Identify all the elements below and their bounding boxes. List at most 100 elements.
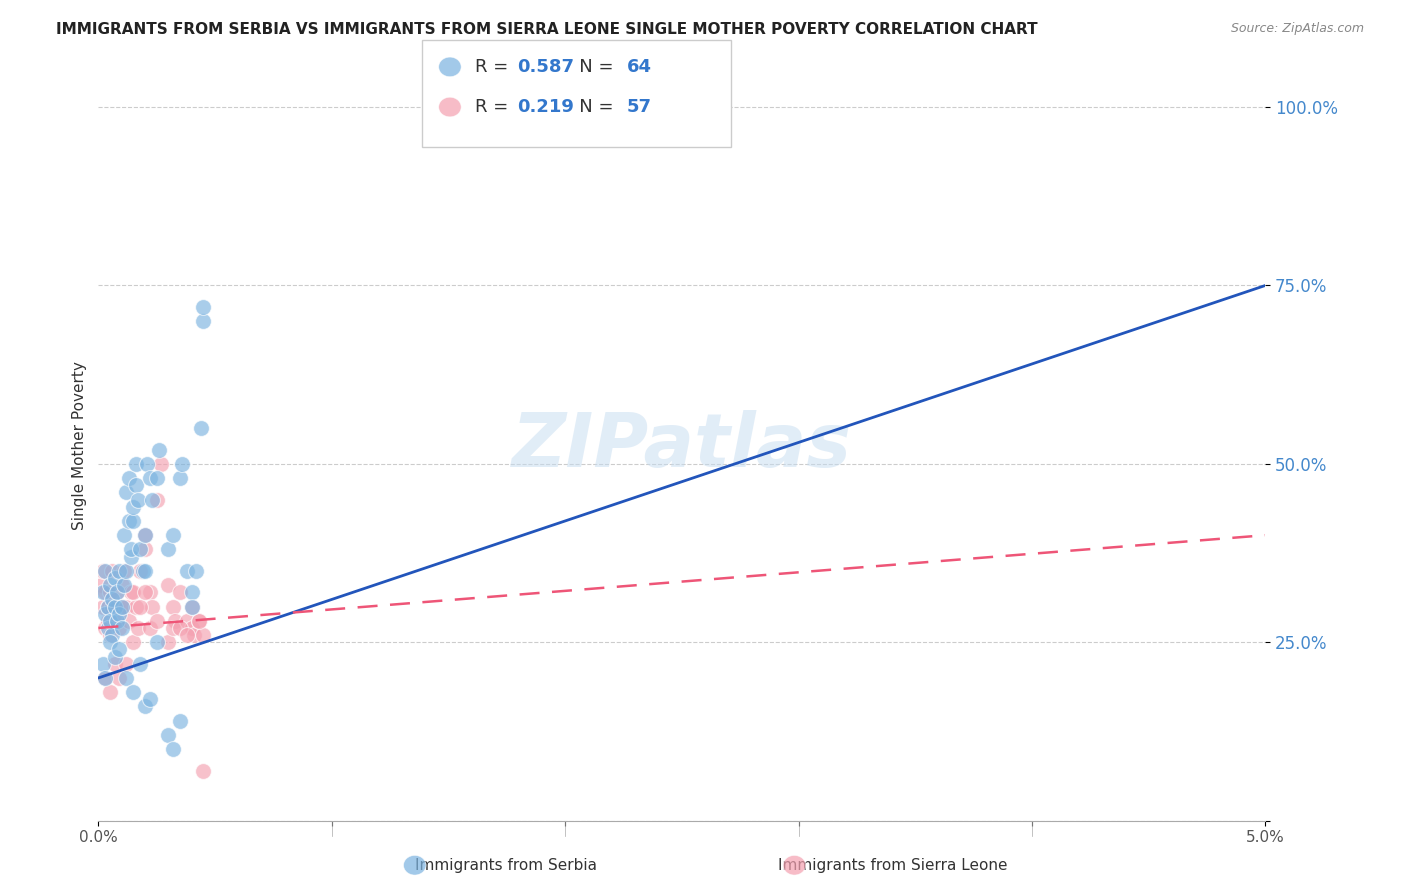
Point: [129, 564, 152, 578]
Point: [112, 578, 135, 592]
Point: [127, 492, 149, 507]
Point: [134, 528, 156, 542]
Point: [101, 564, 124, 578]
Point: [187, 614, 209, 628]
Point: [134, 699, 156, 714]
Point: [108, 564, 131, 578]
Point: [139, 585, 162, 599]
Point: [193, 314, 215, 328]
Point: [125, 457, 148, 471]
Point: [146, 492, 169, 507]
Point: [162, 742, 184, 756]
Point: [180, 599, 202, 614]
Point: [122, 635, 145, 649]
Point: [169, 714, 191, 728]
Point: [162, 528, 184, 542]
Point: [146, 614, 169, 628]
Point: [125, 599, 148, 614]
Point: [98, 578, 121, 592]
Point: [108, 642, 131, 657]
Point: [98, 635, 121, 649]
Point: [105, 585, 128, 599]
Point: [112, 564, 135, 578]
Point: [132, 564, 155, 578]
Point: [157, 578, 180, 592]
Point: [180, 621, 202, 635]
Point: [101, 628, 124, 642]
Point: [134, 564, 156, 578]
Point: [94, 671, 117, 685]
Point: [176, 614, 198, 628]
Point: [98, 685, 121, 699]
Point: [165, 614, 187, 628]
Point: [98, 628, 121, 642]
Point: [172, 457, 194, 471]
Point: [111, 599, 134, 614]
Point: [176, 564, 198, 578]
Text: 64: 64: [627, 58, 652, 76]
Point: [118, 514, 141, 528]
Text: N =: N =: [562, 58, 620, 76]
Point: [91, 599, 114, 614]
Point: [105, 614, 128, 628]
Text: N =: N =: [562, 98, 620, 116]
Point: [193, 300, 215, 314]
Point: [180, 585, 202, 599]
Point: [94, 607, 117, 621]
Point: [104, 657, 127, 671]
Point: [122, 585, 145, 599]
Point: [183, 628, 205, 642]
Point: [162, 621, 184, 635]
Text: Source: ZipAtlas.com: Source: ZipAtlas.com: [1230, 22, 1364, 36]
Point: [91, 657, 114, 671]
Point: [193, 764, 215, 778]
Point: [94, 671, 117, 685]
Point: [97, 621, 120, 635]
Text: IMMIGRANTS FROM SERBIA VS IMMIGRANTS FROM SIERRA LEONE SINGLE MOTHER POVERTY COR: IMMIGRANTS FROM SERBIA VS IMMIGRANTS FRO…: [56, 22, 1038, 37]
Point: [125, 478, 148, 492]
Point: [157, 542, 180, 557]
Point: [122, 514, 145, 528]
Point: [104, 614, 127, 628]
Point: [157, 728, 180, 742]
Text: Immigrants from Serbia: Immigrants from Serbia: [415, 858, 598, 872]
Point: [111, 578, 134, 592]
Y-axis label: Single Mother Poverty: Single Mother Poverty: [72, 361, 87, 531]
Point: [134, 542, 156, 557]
Point: [108, 671, 131, 685]
Point: [118, 614, 141, 628]
Point: [193, 628, 215, 642]
Point: [112, 528, 135, 542]
Point: [104, 599, 127, 614]
Point: [115, 564, 138, 578]
Point: [190, 421, 212, 435]
Point: [115, 485, 138, 500]
Point: [97, 599, 120, 614]
Point: [108, 607, 131, 621]
Point: [134, 528, 156, 542]
Point: [111, 599, 134, 614]
Text: ZIPatlas: ZIPatlas: [512, 409, 852, 483]
Text: R =: R =: [475, 98, 515, 116]
Point: [139, 692, 162, 706]
Point: [105, 585, 128, 599]
Point: [98, 585, 121, 599]
Point: [162, 599, 184, 614]
Point: [91, 585, 114, 599]
Text: 57: 57: [627, 98, 652, 116]
Point: [115, 599, 138, 614]
Point: [118, 471, 141, 485]
Point: [97, 599, 120, 614]
Text: Immigrants from Sierra Leone: Immigrants from Sierra Leone: [778, 858, 1008, 872]
Point: [94, 621, 117, 635]
Point: [136, 457, 159, 471]
Point: [146, 471, 169, 485]
Point: [139, 471, 162, 485]
Point: [157, 635, 180, 649]
Point: [101, 592, 124, 607]
Point: [148, 442, 170, 457]
Point: [120, 542, 142, 557]
Point: [150, 457, 173, 471]
Point: [115, 671, 138, 685]
Text: 0.587: 0.587: [517, 58, 575, 76]
